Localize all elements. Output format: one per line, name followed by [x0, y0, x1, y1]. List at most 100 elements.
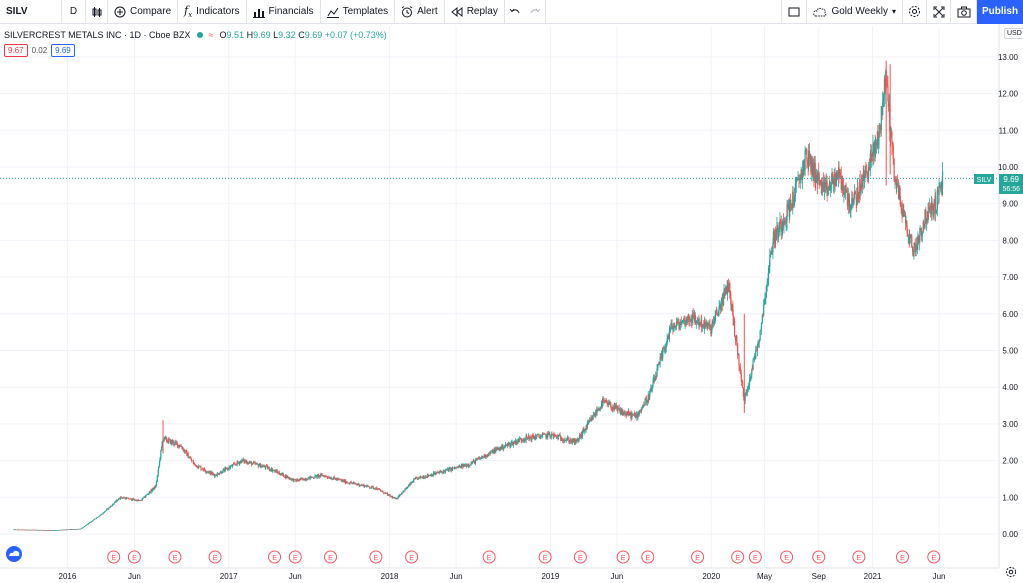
price-label-countdown: 56:56	[1002, 186, 1020, 193]
candle-body	[144, 496, 147, 498]
earnings-marker[interactable]	[731, 550, 745, 564]
chart-type-button[interactable]	[86, 0, 108, 24]
candle-body	[939, 184, 941, 188]
candle-body	[863, 172, 865, 182]
candle-body	[848, 193, 850, 205]
indicators-button[interactable]: fx Indicators	[178, 0, 247, 24]
candle-body	[209, 471, 211, 475]
redo-button[interactable]	[525, 0, 546, 24]
earnings-marker[interactable]	[127, 550, 141, 564]
candle-body	[782, 221, 784, 228]
candle-body	[696, 321, 698, 323]
candle-body	[417, 477, 419, 480]
candle-body	[323, 475, 325, 478]
earnings-marker[interactable]	[852, 550, 866, 564]
earnings-marker[interactable]	[895, 550, 909, 564]
change-value: +0.07 (+0.73%)	[324, 30, 387, 40]
earnings-marker[interactable]	[927, 550, 941, 564]
candle-body	[670, 323, 672, 328]
candle-body	[560, 438, 563, 441]
candle-body	[347, 482, 349, 484]
y-tick-label: 12.00	[998, 90, 1019, 99]
candle-body	[597, 408, 599, 412]
earnings-marker[interactable]	[538, 550, 552, 564]
earnings-marker[interactable]	[573, 550, 587, 564]
close-label: C	[298, 30, 305, 40]
earnings-marker[interactable]	[482, 550, 496, 564]
candle-body	[892, 144, 894, 146]
candle-body	[787, 203, 789, 208]
ask-button[interactable]: 9.69	[51, 44, 75, 57]
undo-button[interactable]	[505, 0, 525, 24]
candle-body	[38, 530, 40, 531]
settings-button[interactable]	[903, 0, 927, 24]
candle-body	[698, 318, 700, 326]
candle-body	[638, 410, 641, 415]
earnings-marker[interactable]	[616, 550, 630, 564]
earnings-marker[interactable]	[691, 550, 705, 564]
candle-body	[887, 84, 889, 101]
earnings-marker[interactable]	[208, 550, 222, 564]
candle-body	[346, 482, 348, 483]
candle-body	[404, 488, 406, 492]
candle-body	[776, 225, 778, 230]
symbol-search-button[interactable]: SILV	[0, 0, 62, 24]
candle-body	[87, 523, 89, 525]
candle-body	[68, 529, 70, 531]
alert-button[interactable]: Alert	[395, 0, 445, 24]
time-axis[interactable]: 2016 Jun 2017 Jun 2018 Jun 2019 Jun 2020 May Sep 20…	[59, 572, 946, 581]
candle-body	[213, 473, 215, 475]
tradingview-logo-icon[interactable]	[6, 546, 22, 562]
earnings-marker[interactable]	[405, 550, 419, 564]
candle-body	[81, 527, 84, 529]
candle-body	[523, 440, 525, 442]
earnings-marker[interactable]	[748, 550, 762, 564]
fullscreen-button[interactable]	[927, 0, 951, 24]
compare-button[interactable]: Compare	[108, 0, 179, 24]
candle-body	[407, 487, 409, 488]
earnings-marker[interactable]	[107, 550, 121, 564]
financials-button[interactable]: Financials	[247, 0, 321, 24]
publish-button[interactable]: Publish	[977, 0, 1023, 24]
earnings-marker[interactable]	[812, 550, 826, 564]
candle-body	[91, 520, 94, 522]
candle-body	[494, 449, 496, 453]
candle-body	[931, 200, 933, 204]
candle-body	[533, 436, 536, 439]
candle-body	[734, 336, 737, 341]
bid-button[interactable]: 9.67	[4, 44, 28, 57]
currency-button[interactable]: USD	[1004, 28, 1023, 39]
series-title[interactable]: SILVERCREST METALS INC · 1D · Cboe BZX	[4, 30, 191, 40]
chart-settings-gear-icon[interactable]	[1005, 565, 1017, 583]
candle-body	[559, 434, 561, 437]
candle-body	[277, 472, 280, 474]
earnings-marker[interactable]	[780, 550, 794, 564]
templates-button[interactable]: Templates	[321, 0, 396, 24]
candle-body	[158, 461, 161, 467]
earnings-marker[interactable]	[288, 550, 302, 564]
candle-body	[208, 471, 210, 473]
earnings-marker[interactable]	[168, 550, 182, 564]
candle-body	[926, 218, 928, 224]
layout-name-button[interactable]: Gold Weekly ▾	[807, 0, 903, 24]
candle-body	[920, 228, 923, 237]
earnings-marker[interactable]	[369, 550, 383, 564]
replay-button[interactable]: Replay	[445, 0, 505, 24]
candle-body	[637, 411, 639, 418]
candle-body	[708, 323, 711, 325]
candle-body	[700, 319, 703, 328]
price-axis[interactable]: 0.00 1.00 2.00 3.00 4.00 5.00 6.00 7.00 8.00 9.00…	[998, 53, 1019, 539]
snapshot-button[interactable]	[951, 0, 977, 24]
candle-body	[107, 508, 109, 510]
candle-body	[278, 472, 280, 475]
earnings-marker[interactable]	[268, 550, 282, 564]
interval-button[interactable]: D	[62, 0, 86, 24]
earnings-marker[interactable]	[324, 550, 338, 564]
candle-body	[591, 418, 593, 420]
layout-select-button[interactable]	[781, 0, 808, 24]
candle-body	[722, 298, 724, 306]
candle-body	[899, 186, 901, 196]
earnings-marker[interactable]	[641, 550, 655, 564]
candle-body	[642, 404, 644, 407]
